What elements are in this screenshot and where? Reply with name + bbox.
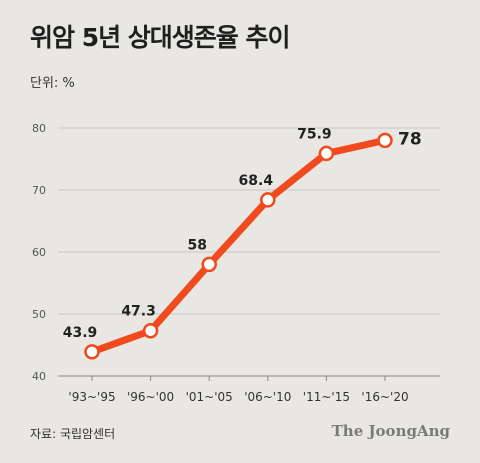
data-label: 58 [187,237,206,253]
y-tick-label: 80 [32,122,46,135]
data-point [142,322,159,339]
y-tick-label: 50 [32,308,46,321]
data-point [260,192,276,208]
y-axis-ticks: 40 50 60 70 80 [32,122,46,383]
series-line-path [88,136,389,356]
brand-logo: The JoongAng [331,422,450,440]
x-axis: '93~'95 '96~'00 '01~'05 '06~'10 '11~'15 '16~'… [58,375,440,404]
source-note: 자료: 국립암센터 [30,427,116,441]
data-markers [84,132,393,360]
data-point [201,256,217,273]
y-tick-label: 40 [32,370,46,383]
unit-label: 단위: % [30,76,75,91]
x-tick-label: '16~'20 [361,390,408,404]
data-label: 47.3 [121,304,156,320]
data-point [377,132,393,149]
x-tick-label: '06~'10 [244,390,291,404]
data-label: 75.9 [297,126,332,142]
series-line [88,136,389,356]
data-point [318,145,335,162]
data-label: 68.4 [239,173,274,189]
data-label: 43.9 [63,325,98,341]
chart-title: 위암 5년 상대생존율 추이 [30,23,291,52]
x-tick-label: '01~'05 [186,390,233,404]
x-tick-label: '93~'95 [68,390,115,404]
data-labels: 43.9 47.3 58 68.4 75.9 78 [63,126,422,340]
grid-lines [58,127,440,315]
y-tick-label: 60 [32,246,46,259]
x-tick-label: '11~'15 [303,390,350,404]
data-label: 78 [398,129,422,149]
y-tick-label: 70 [32,184,46,197]
x-tick-label: '96~'00 [127,390,174,404]
data-point [84,344,100,360]
